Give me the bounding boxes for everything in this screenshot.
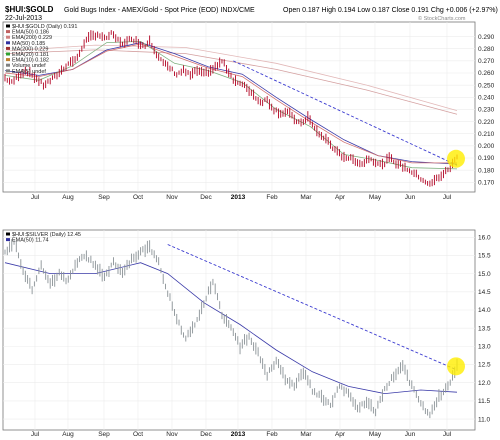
- header-symbol: $HUI:$GOLD: [5, 5, 54, 14]
- y-tick-label: 0.280: [478, 46, 495, 53]
- y-tick-label: 0.290: [478, 34, 495, 41]
- legend-label: MA(200) 0.229: [12, 46, 48, 52]
- series-ema-50-: [4, 262, 458, 395]
- y-tick-label: 0.200: [478, 143, 495, 150]
- legend-swatch: [6, 69, 10, 73]
- y-tick-label: 0.210: [478, 131, 495, 138]
- legend-label: EMA(10) 0.182: [12, 58, 49, 64]
- y-tick-label: 13.0: [478, 344, 491, 351]
- x-tick-label: Dec: [200, 431, 212, 438]
- y-tick-label: 0.220: [478, 119, 495, 126]
- x-tick-label: Aug: [62, 194, 74, 201]
- x-tick-label: 2013: [231, 431, 246, 438]
- x-tick-label: Jul: [31, 194, 40, 201]
- y-tick-label: 15.5: [478, 253, 491, 260]
- y-tick-label: 0.190: [478, 155, 495, 162]
- legend-label: $HUI:$SILVER (Daily) 12.45: [12, 232, 81, 238]
- y-tick-label: 12.5: [478, 362, 491, 369]
- legend-swatch: [6, 24, 10, 28]
- x-tick-label: Oct: [133, 431, 143, 438]
- x-tick-label: Sep: [98, 431, 110, 438]
- x-tick-label: May: [369, 194, 382, 201]
- x-tick-label: Oct: [133, 194, 143, 201]
- highlight-circle: [447, 357, 465, 376]
- legend-label: EMA(50) 11.74: [12, 238, 49, 244]
- legend-swatch: [6, 63, 10, 67]
- legend-label: EMA(50) 0.186: [12, 30, 49, 36]
- x-tick-label: Mar: [300, 194, 312, 201]
- y-tick-label: 0.240: [478, 94, 495, 101]
- series-trendline: [167, 244, 458, 371]
- x-tick-label: Aug: [62, 431, 74, 438]
- series-ema-20-: [4, 40, 458, 170]
- legend-label: EMA(5) undef: [12, 69, 46, 75]
- x-tick-label: Nov: [166, 194, 178, 201]
- y-tick-label: 0.180: [478, 167, 495, 174]
- ratio-panel-y-ticks: 11.0 11.5 12.0 12.5 13.0 13.5 14.0 14.5 15.0 15.5…: [478, 234, 491, 423]
- x-tick-label: Jul: [443, 431, 452, 438]
- legend-swatch: [6, 35, 10, 39]
- x-tick-label: Feb: [266, 431, 278, 438]
- x-tick-label: Jun: [405, 194, 416, 201]
- series-trendline: [233, 60, 458, 166]
- y-tick-label: 12.0: [478, 380, 491, 387]
- legend-swatch: [6, 232, 10, 236]
- y-tick-label: 0.170: [478, 179, 495, 186]
- legend-swatch: [6, 41, 10, 45]
- x-tick-label: Jul: [31, 431, 40, 438]
- legend-swatch: [6, 52, 10, 56]
- legend-swatch: [6, 238, 10, 242]
- x-tick-label: Apr: [335, 431, 346, 438]
- highlight-circle: [447, 149, 465, 168]
- price-panel-plot: [4, 30, 465, 187]
- series-ema-200-: [4, 49, 458, 115]
- y-tick-label: 15.0: [478, 271, 491, 278]
- price-panel-y-ticks: 0.170 0.180 0.190 0.200 0.210 0.220 0.230 0.240…: [478, 34, 495, 187]
- header-ohlc: Open 0.187 High 0.194 Low 0.187 Close 0.…: [283, 7, 498, 14]
- y-tick-label: 0.230: [478, 107, 495, 114]
- y-tick-label: 14.5: [478, 289, 491, 296]
- watermark: © StockCharts.com: [418, 15, 466, 22]
- price-panel-frame: [2, 21, 476, 193]
- legend-label: MA(50) 0.185: [12, 41, 45, 47]
- x-tick-label: Apr: [335, 194, 346, 201]
- legend-swatch: [6, 30, 10, 34]
- legend-label: $HUI:$GOLD (Daily) 0.191: [12, 24, 77, 30]
- y-tick-label: 0.250: [478, 82, 495, 89]
- legend-swatch: [6, 58, 10, 62]
- ratio-panel-x-ticks: Jul Aug Sep Oct Nov Dec 2013 Feb Mar Apr May Jun Jul: [31, 431, 452, 438]
- legend-label: Volume undef: [12, 63, 46, 69]
- x-tick-label: Jul: [443, 194, 452, 201]
- x-tick-label: May: [369, 431, 382, 438]
- legend-label: EMA(200) 0.229: [12, 35, 52, 41]
- series-ma-200-: [4, 44, 458, 111]
- x-tick-label: Feb: [266, 194, 278, 201]
- x-tick-label: Dec: [200, 194, 212, 201]
- header-description: Gold Bugs Index - AMEX/Gold - Spot Price…: [64, 7, 255, 14]
- y-tick-label: 11.5: [478, 398, 491, 405]
- y-tick-label: 0.260: [478, 70, 495, 77]
- legend-swatch: [6, 46, 10, 50]
- ratio-panel-grid: [3, 230, 475, 430]
- x-tick-label: 2013: [231, 194, 246, 201]
- header-date: 22-Jul-2013: [5, 15, 42, 22]
- ratio-panel-plot: [4, 239, 465, 419]
- y-tick-label: 13.5: [478, 325, 491, 332]
- y-tick-label: 0.270: [478, 58, 495, 65]
- y-tick-label: 16.0: [478, 234, 491, 241]
- x-tick-label: Jun: [405, 431, 416, 438]
- ratio-panel-frame: [2, 229, 476, 431]
- series-ema-50-: [4, 43, 457, 164]
- y-tick-label: 11.0: [478, 416, 491, 423]
- price-panel-x-ticks: Jul Aug Sep Oct Nov Dec 2013 Feb Mar Apr May Jun Jul: [31, 194, 452, 201]
- y-tick-label: 14.0: [478, 307, 491, 314]
- x-tick-label: Nov: [166, 431, 178, 438]
- legend-label: EMA(20) 0.181: [12, 52, 49, 58]
- x-tick-label: Mar: [300, 431, 312, 438]
- x-tick-label: Sep: [98, 194, 110, 201]
